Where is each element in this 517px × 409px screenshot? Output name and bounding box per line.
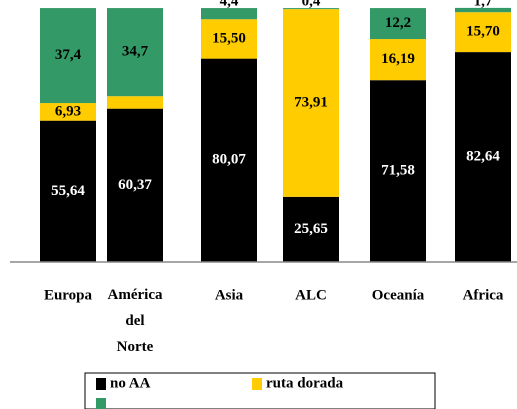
data-label: 37,4 (55, 47, 82, 63)
bar-segment (107, 8, 163, 97)
bar-segment (40, 103, 96, 121)
data-label: 25,65 (294, 221, 328, 237)
data-label: 82,64 (466, 148, 500, 164)
legend-marker (252, 378, 262, 390)
data-label: 12,2 (385, 15, 411, 31)
x-tick-line: del (125, 313, 144, 329)
x-tick-label: Africa (463, 287, 504, 303)
legend-marker (96, 398, 106, 409)
bar-segment (107, 108, 163, 262)
x-tick-label: Oceanía (372, 287, 425, 303)
data-label: 15,70 (466, 24, 500, 40)
x-tick-label: ALC (295, 287, 327, 303)
bar-segment (455, 7, 511, 13)
bar-segment (201, 58, 257, 263)
legend-label: no AA (110, 375, 151, 391)
data-label: 60,37 (118, 177, 152, 193)
bar-segment (201, 19, 257, 59)
data-label: 34,7 (122, 44, 149, 60)
data-label: 73,91 (294, 94, 328, 110)
bar-segment (107, 96, 163, 109)
data-label: 1,7 (474, 0, 493, 9)
bar-segment (283, 8, 339, 10)
x-tick-label: América del Norte (108, 287, 163, 355)
x-tick-label: Europa (44, 287, 93, 303)
bar-segment (370, 39, 426, 81)
bar-segment (370, 80, 426, 262)
x-tick-label: Asia (215, 287, 244, 303)
data-label: 4,4 (220, 0, 239, 10)
x-tick-line: América (108, 287, 163, 303)
bar-segment (40, 8, 96, 104)
legend-marker (96, 378, 106, 390)
bar-segment (370, 8, 426, 40)
bar-segment (455, 52, 511, 263)
legend-label: ruta dorada (266, 375, 344, 391)
data-label: 80,07 (212, 152, 246, 168)
x-tick-line: Norte (117, 339, 154, 355)
data-label: 55,64 (51, 183, 85, 199)
data-label: 15,50 (212, 30, 246, 46)
bar-segment (283, 9, 339, 197)
data-label: 71,58 (381, 163, 415, 179)
data-label: 0,4 (302, 0, 321, 10)
data-label: 6,93 (55, 103, 81, 119)
bar-segment (455, 12, 511, 53)
bar-segment (283, 196, 339, 262)
bar-segment (40, 120, 96, 262)
data-label: 16,19 (381, 51, 415, 67)
bar-segment (201, 8, 257, 20)
